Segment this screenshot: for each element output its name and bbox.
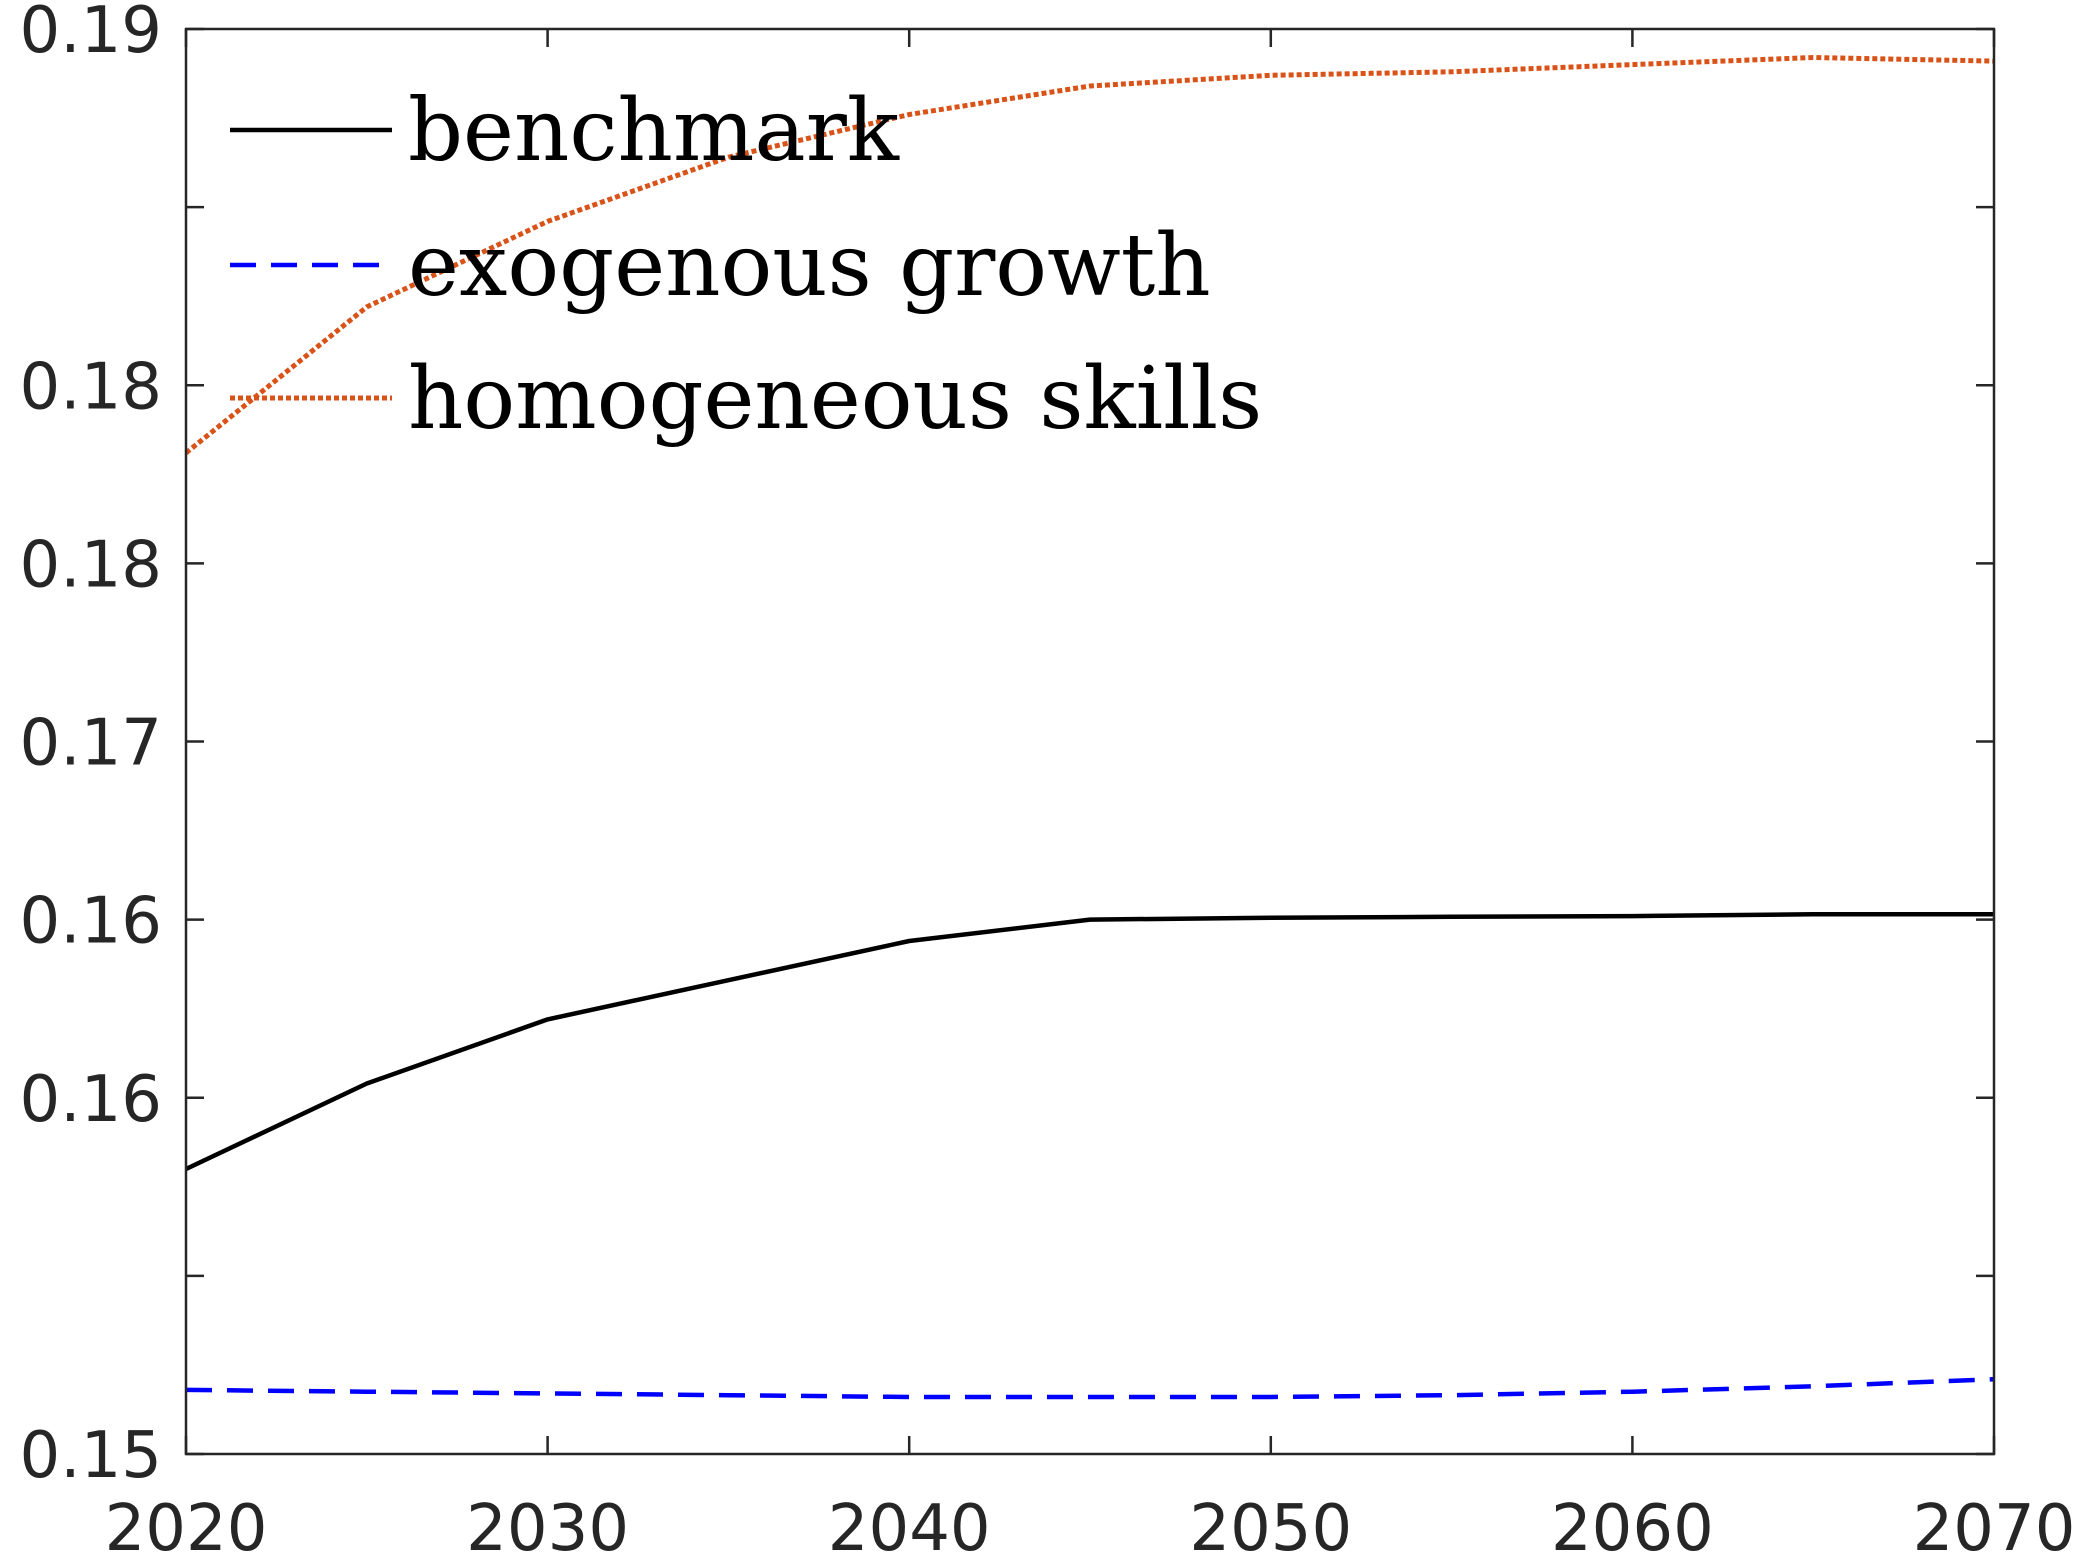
y-tick-label: 0.16 [20, 885, 163, 959]
plot-background [186, 29, 1994, 1454]
y-tick-label: 0.18 [20, 350, 163, 424]
x-tick-label: 2020 [105, 1492, 268, 1554]
series-layer [184, 55, 1995, 1400]
x-tick-label: 2060 [1551, 1492, 1714, 1554]
x-tick-label: 2050 [1189, 1492, 1352, 1554]
y-tick-label: 0.16 [20, 1063, 163, 1137]
x-tick-label: 2070 [1913, 1492, 2076, 1554]
series-line-exogenous-growth [185, 1376, 1995, 1400]
y-tick-label: 0.18 [20, 528, 163, 602]
ticks-layer: 2020 2030 2040 2050 2060 2070 0.15 0.16 0.16 0.17… [20, 0, 2076, 1554]
series-line-benchmark [185, 912, 1994, 1172]
x-tick-label: 2030 [466, 1492, 629, 1554]
x-tick-label: 2040 [828, 1492, 991, 1554]
y-tick-label: 0.17 [20, 707, 163, 781]
y-tick-label: 0.19 [20, 0, 163, 68]
legend-label-benchmark: benchmark [408, 81, 900, 181]
series-line-homogeneous-skills [184, 55, 1995, 455]
legend-label-homogeneous-skills: homogeneous skills [408, 349, 1262, 449]
legend: benchmark exogenous growth homogeneous ski… [230, 81, 1262, 449]
legend-label-exogenous-growth: exogenous growth [408, 216, 1211, 316]
y-tick-label: 0.15 [20, 1419, 163, 1493]
